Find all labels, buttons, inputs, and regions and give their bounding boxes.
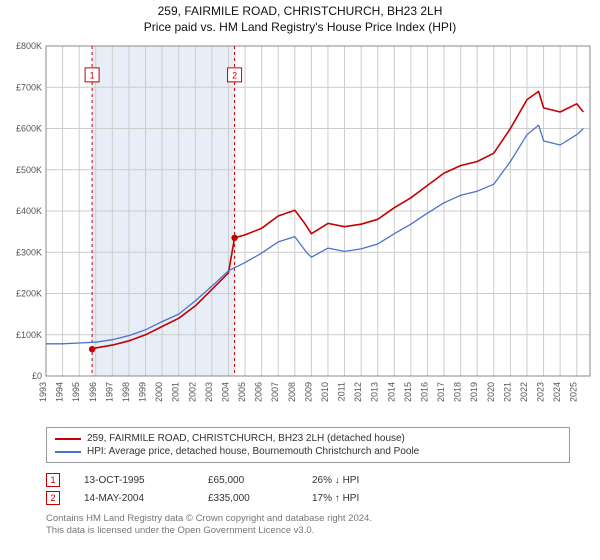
footer-line-1: Contains HM Land Registry data © Crown c…: [46, 513, 570, 525]
svg-text:£400K: £400K: [16, 206, 42, 216]
sale-delta: 17% ↑ HPI: [312, 493, 359, 504]
svg-text:1994: 1994: [55, 382, 65, 402]
chart-card: 259, FAIRMILE ROAD, CHRISTCHURCH, BH23 2…: [0, 0, 600, 560]
legend: 259, FAIRMILE ROAD, CHRISTCHURCH, BH23 2…: [46, 427, 570, 463]
attribution: Contains HM Land Registry data © Crown c…: [46, 513, 570, 537]
svg-text:2006: 2006: [254, 382, 264, 402]
sale-date: 13-OCT-1995: [84, 475, 184, 486]
svg-text:2020: 2020: [486, 382, 496, 402]
svg-text:2005: 2005: [237, 382, 247, 402]
svg-text:2013: 2013: [370, 382, 380, 402]
chart-area: £0 £100K £200K £300K £400K £500K £600K £700K £80…: [0, 36, 600, 421]
svg-text:£300K: £300K: [16, 247, 42, 257]
sale-price: £335,000: [208, 493, 288, 504]
svg-text:2002: 2002: [187, 382, 197, 402]
svg-text:1997: 1997: [104, 382, 114, 402]
svg-text:2015: 2015: [403, 382, 413, 402]
legend-label: HPI: Average price, detached house, Bour…: [87, 446, 419, 457]
svg-text:2016: 2016: [419, 382, 429, 402]
footer-line-2: This data is licensed under the Open Gov…: [46, 525, 570, 537]
svg-text:2021: 2021: [502, 382, 512, 402]
sale-row: 1 13-OCT-1995 £65,000 26% ↓ HPI: [46, 471, 570, 489]
title-address: 259, FAIRMILE ROAD, CHRISTCHURCH, BH23 2…: [0, 4, 600, 18]
legend-swatch: [55, 438, 81, 440]
svg-text:2024: 2024: [552, 382, 562, 402]
sale-marker-icon: 2: [46, 491, 60, 505]
sale-date: 14-MAY-2004: [84, 493, 184, 504]
svg-text:2003: 2003: [204, 382, 214, 402]
svg-text:2012: 2012: [353, 382, 363, 402]
line-chart: £0 £100K £200K £300K £400K £500K £600K £700K £80…: [0, 36, 600, 416]
svg-text:2008: 2008: [287, 382, 297, 402]
svg-text:2004: 2004: [220, 382, 230, 402]
svg-text:2011: 2011: [337, 382, 347, 401]
title-subtitle: Price paid vs. HM Land Registry's House …: [0, 20, 600, 34]
svg-text:1998: 1998: [121, 382, 131, 402]
legend-label: 259, FAIRMILE ROAD, CHRISTCHURCH, BH23 2…: [87, 433, 405, 444]
svg-text:2014: 2014: [386, 382, 396, 402]
svg-text:£600K: £600K: [16, 124, 42, 134]
svg-text:£100K: £100K: [16, 330, 42, 340]
legend-swatch: [55, 451, 81, 453]
svg-text:1993: 1993: [38, 382, 48, 402]
svg-text:1: 1: [90, 70, 95, 80]
legend-item: 259, FAIRMILE ROAD, CHRISTCHURCH, BH23 2…: [55, 432, 561, 445]
svg-text:2022: 2022: [519, 382, 529, 402]
svg-text:1996: 1996: [88, 382, 98, 402]
svg-text:1999: 1999: [138, 382, 148, 402]
svg-text:£500K: £500K: [16, 165, 42, 175]
svg-text:2023: 2023: [536, 382, 546, 402]
sales-list: 1 13-OCT-1995 £65,000 26% ↓ HPI 2 14-MAY-2004…: [46, 471, 570, 507]
svg-text:£200K: £200K: [16, 289, 42, 299]
sale-delta: 26% ↓ HPI: [312, 475, 359, 486]
svg-text:2019: 2019: [469, 382, 479, 402]
svg-text:2017: 2017: [436, 382, 446, 402]
svg-text:2: 2: [232, 70, 237, 80]
svg-text:2009: 2009: [303, 382, 313, 402]
svg-text:£800K: £800K: [16, 41, 42, 51]
svg-text:2010: 2010: [320, 382, 330, 402]
svg-text:£0: £0: [32, 371, 42, 381]
titles: 259, FAIRMILE ROAD, CHRISTCHURCH, BH23 2…: [0, 0, 600, 36]
svg-text:2007: 2007: [270, 382, 280, 402]
svg-text:2025: 2025: [569, 382, 579, 402]
svg-text:1995: 1995: [71, 382, 81, 402]
svg-text:2018: 2018: [453, 382, 463, 402]
legend-item: HPI: Average price, detached house, Bour…: [55, 445, 561, 458]
svg-text:2001: 2001: [171, 382, 181, 402]
svg-text:2000: 2000: [154, 382, 164, 402]
sale-price: £65,000: [208, 475, 288, 486]
svg-text:£700K: £700K: [16, 82, 42, 92]
sale-marker-icon: 1: [46, 473, 60, 487]
sale-row: 2 14-MAY-2004 £335,000 17% ↑ HPI: [46, 489, 570, 507]
